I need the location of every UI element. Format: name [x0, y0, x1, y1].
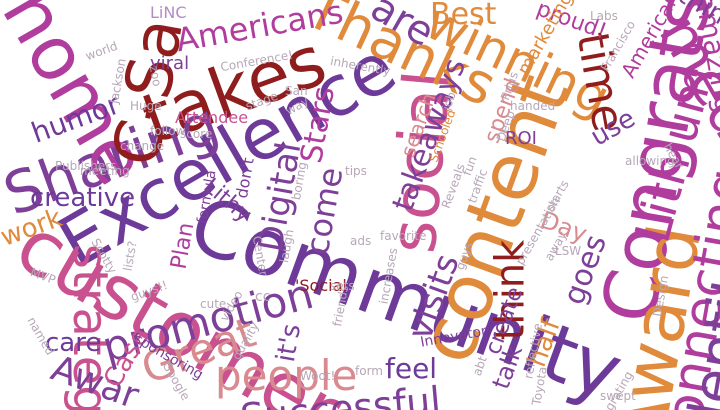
- word-cute: cute: [200, 297, 227, 311]
- word-roi: ROI: [505, 128, 537, 149]
- word-its: it's: [270, 321, 308, 365]
- word-favorite: favorite: [380, 229, 427, 243]
- word-woot: Woot!: [300, 369, 336, 383]
- word-allowing: allowing: [625, 154, 675, 168]
- word-people: people: [215, 351, 358, 400]
- word-care: care: [45, 328, 102, 358]
- word-feel: feel: [385, 352, 438, 385]
- word-form: form: [355, 364, 383, 378]
- word-san: San: [285, 84, 308, 98]
- word-publishers: Publishers: [55, 159, 117, 173]
- word-zoo: zoo: [146, 64, 165, 88]
- word-follow: follow: [150, 124, 186, 138]
- word-cc: cc: [255, 289, 271, 305]
- word-score: score: [180, 127, 213, 141]
- word-swept: swept: [600, 389, 636, 403]
- word-social2: 'Social: [295, 276, 347, 295]
- word-huge: Huge: [130, 99, 162, 113]
- word-viral: viral: [150, 53, 190, 74]
- word-change: change: [120, 139, 165, 153]
- word-best: Best: [430, 0, 497, 32]
- word-tips: tips: [345, 164, 367, 178]
- word-ads: ads: [350, 234, 372, 248]
- word-labs: Labs: [590, 9, 618, 23]
- word-handed: handed: [510, 99, 556, 113]
- word-meeting: meeting: [80, 164, 130, 178]
- word-sets: sets: [330, 279, 355, 293]
- word-dont: don't: [231, 156, 258, 200]
- word-creative: creative: [30, 183, 136, 213]
- word-lsw: LSW: [555, 244, 582, 258]
- word-linc: LiNC: [150, 3, 187, 22]
- word-attendee: Attendee: [175, 108, 249, 127]
